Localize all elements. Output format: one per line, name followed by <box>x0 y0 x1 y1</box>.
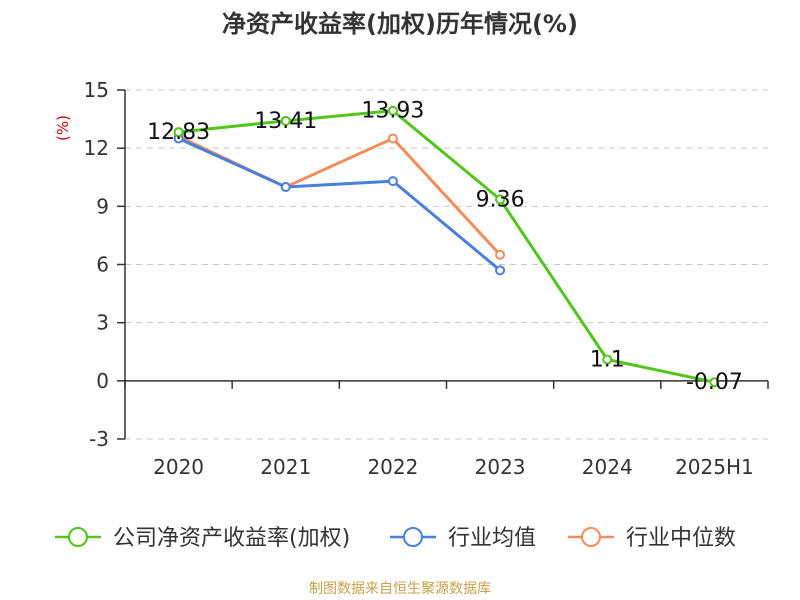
data-point <box>173 127 184 138</box>
legend-label: 行业中位数 <box>626 526 736 551</box>
legend-label: 公司净资产收益率(加权) <box>113 526 350 551</box>
data-label: 1.1 <box>590 348 625 373</box>
series-line <box>177 135 502 256</box>
data-point <box>387 105 398 116</box>
data-point <box>495 265 506 276</box>
data-point <box>602 354 613 365</box>
legend-label: 行业均值 <box>448 526 536 551</box>
data-label: 13.93 <box>361 99 424 124</box>
series-line <box>177 137 502 272</box>
data-label: 9.36 <box>476 187 525 212</box>
legend-item[interactable]: 公司净资产收益率(加权) <box>55 526 350 551</box>
source-note: 制图数据来自恒生聚源数据库 <box>309 581 491 597</box>
x-tick-label: 2020 <box>153 455 204 479</box>
data-label: 13.41 <box>254 109 317 134</box>
data-point <box>709 377 720 388</box>
data-point <box>387 176 398 187</box>
axes: -3 0 3 6 9 12 15 (%) 2020 2021 2022 2023 2024 2025H1 <box>54 78 769 479</box>
data-label: -0.07 <box>686 370 743 395</box>
y-tick-label: -3 <box>89 427 109 451</box>
data-labels: 12.83 13.41 13.93 9.36 1.1 -0.07 <box>147 99 743 395</box>
legend-swatch-marker <box>403 527 423 547</box>
y-tick-label: 12 <box>84 136 109 160</box>
x-tick-label: 2023 <box>475 455 526 479</box>
x-tick-label: 2024 <box>582 455 633 479</box>
y-tick-label: 3 <box>96 311 109 335</box>
legend-swatch-marker <box>68 527 88 547</box>
series-line <box>178 109 715 384</box>
y-tick-label: 0 <box>96 369 109 393</box>
series-lines <box>173 105 720 388</box>
x-tick-label: 2021 <box>260 455 311 479</box>
data-label: 12.83 <box>147 120 210 145</box>
legend[interactable]: 公司净资产收益率(加权) 行业均值 行业中位数 <box>55 526 736 551</box>
data-point <box>280 115 291 126</box>
data-point <box>280 181 291 192</box>
y-axis-unit-label: (%) <box>54 115 72 141</box>
legend-item[interactable]: 行业中位数 <box>568 526 736 551</box>
chart-title: 净资产收益率(加权)历年情况(%) <box>222 10 578 38</box>
legend-item[interactable]: 行业均值 <box>390 526 536 551</box>
x-tick-label: 2022 <box>367 455 418 479</box>
y-tick-label: 6 <box>96 253 109 277</box>
data-point <box>495 194 506 205</box>
data-point <box>495 249 506 260</box>
y-tick-label: 9 <box>96 194 109 218</box>
x-tick-label: 2025H1 <box>675 455 754 479</box>
legend-swatch-marker <box>581 527 601 547</box>
y-tick-label: 15 <box>84 78 109 102</box>
data-point <box>387 133 398 144</box>
